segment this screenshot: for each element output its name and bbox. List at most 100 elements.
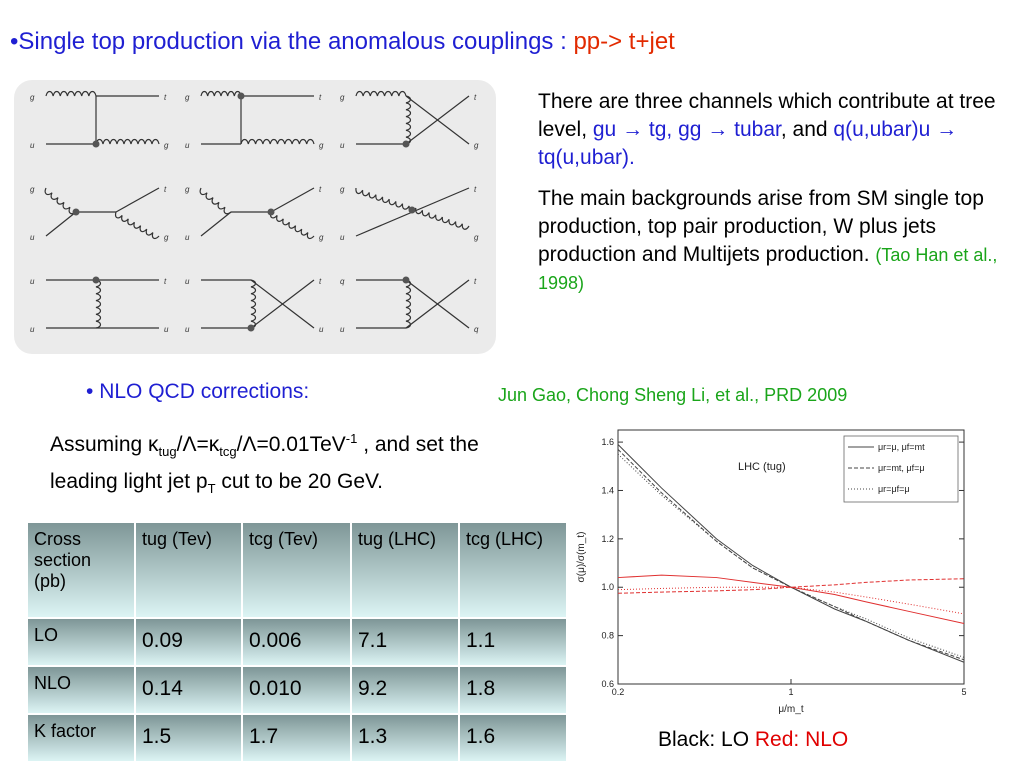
particle-label: g	[185, 93, 190, 102]
vertex-dot	[92, 276, 100, 284]
assumption-sub: tcg	[219, 444, 237, 460]
particle-label: t	[474, 277, 477, 286]
gluon-line	[115, 211, 160, 240]
header-cell: Cross section (pb)	[28, 523, 134, 617]
table-cell: 0.09	[136, 619, 241, 665]
arrow-icon: →	[936, 118, 958, 141]
vertex-dot	[237, 92, 245, 100]
fermion-line	[270, 187, 315, 213]
particle-label: u	[185, 141, 190, 150]
table-cell: 1.6	[460, 715, 566, 761]
vertex-dot	[267, 208, 275, 216]
legend-label: μr=μf=μ	[878, 484, 910, 494]
nlo-label: NLO QCD corrections:	[99, 380, 310, 403]
channels-text: There are three channels which contribut…	[538, 90, 996, 141]
tg-gg-process: tg, gg	[643, 118, 708, 141]
row-label: K factor	[28, 715, 134, 761]
arrow-icon: →	[622, 118, 644, 141]
fermion-line	[45, 211, 77, 237]
row-label: LO	[28, 619, 134, 665]
particle-label: t	[164, 277, 167, 286]
particle-label: t	[474, 185, 477, 194]
particle-label: g	[30, 93, 35, 102]
table-cell: 0.14	[136, 667, 241, 713]
x-tick-label: 5	[961, 687, 966, 697]
series-line-nlo-dashed	[617, 578, 965, 594]
gluon-line	[44, 187, 77, 215]
table-cell: 1.3	[352, 715, 458, 761]
backgrounds-paragraph: The main backgrounds arise from SM singl…	[538, 185, 1008, 297]
nlo-heading: • NLO QCD corrections:	[86, 380, 309, 404]
vertex-dot	[247, 324, 255, 332]
nlo-reference: Jun Gao, Chong Sheng Li, et al., PRD 200…	[498, 385, 848, 405]
caption-black: Black: LO	[658, 728, 755, 751]
y-tick-label: 0.8	[601, 631, 614, 641]
row-label: NLO	[28, 667, 134, 713]
table-row: K factor 1.5 1.7 1.3 1.6	[28, 715, 566, 761]
particle-label: g	[340, 185, 345, 194]
particle-label: u	[164, 325, 169, 334]
feynman-diagram: g t u g	[185, 185, 324, 242]
fermion-line	[115, 187, 160, 213]
header-cell: tcg (LHC)	[460, 523, 566, 617]
gu-process: gu	[592, 118, 617, 141]
particle-label: g	[319, 233, 324, 242]
table-cell: 0.006	[243, 619, 350, 665]
series-line-nlo-solid	[617, 574, 965, 625]
y-tick-label: 1.2	[601, 534, 614, 544]
feynman-diagram: q t u q	[340, 276, 479, 334]
and-text: , and	[780, 118, 834, 141]
arrow-icon: →	[707, 118, 729, 141]
caption-red: Red: NLO	[754, 728, 849, 751]
particle-label: g	[164, 141, 169, 150]
feynman-diagram: g t u g	[340, 185, 479, 242]
feynman-diagram: g t u g	[30, 185, 169, 242]
vertex-dot	[408, 206, 416, 214]
y-axis-label: σ(μ)/σ(m_t)	[576, 532, 587, 583]
assumption-part: , and set the leading light jet p	[50, 433, 479, 494]
particle-label: t	[319, 277, 322, 286]
particle-label: g	[474, 233, 479, 242]
particle-label: u	[340, 141, 345, 150]
particle-label: g	[340, 93, 345, 102]
chart-annotation: LHC (tug)	[738, 461, 786, 473]
gluon-line	[405, 279, 412, 329]
feynman-diagram: u t u u	[30, 276, 169, 334]
han-citation: (Tao Han et al., 1998)	[538, 245, 998, 293]
chart-svg: 0.6 0.8 1.0 1.2 1.4 1.6 0.2 1 5 μ/m_t σ(μ)/σ(m_t) L…	[576, 429, 967, 715]
gluon-line	[95, 279, 102, 329]
table-cell: 1.1	[460, 619, 566, 665]
title-bullet: •	[10, 28, 19, 55]
channels-paragraph: There are three channels which contribut…	[538, 88, 1008, 172]
gluon-line	[199, 187, 232, 215]
y-tick-label: 1.0	[601, 582, 614, 592]
particle-label: t	[319, 185, 322, 194]
particle-label: u	[185, 277, 190, 286]
particle-label: q	[474, 325, 479, 334]
particle-label: u	[340, 233, 345, 242]
particle-label: u	[185, 325, 190, 334]
title-main: Single top production via the anomalous …	[18, 28, 574, 55]
backgrounds-text: The main backgrounds arise from SM singl…	[538, 187, 984, 266]
fermion-line	[405, 95, 470, 145]
slide-title: •Single top production via the anomalous…	[10, 28, 675, 56]
header-cell: tug (LHC)	[352, 523, 458, 617]
assumption-part: /Λ=0.01TeV	[236, 433, 346, 456]
q-process: q(u,ubar)u	[833, 118, 931, 141]
y-tick-label: 1.4	[601, 485, 614, 495]
particle-label: u	[319, 325, 324, 334]
channels-description: There are three channels which contribut…	[538, 88, 1008, 310]
tubar-process: tubar	[734, 118, 781, 141]
vertex-dot	[402, 140, 410, 148]
scale-dependence-chart: 0.6 0.8 1.0 1.2 1.4 1.6 0.2 1 5 μ/m_t σ(μ)/σ(m_t) L…	[566, 422, 976, 729]
y-tick-label: 0.6	[601, 679, 614, 689]
legend-label: μr=mt, μf=μ	[878, 463, 925, 473]
y-tick-label: 1.6	[601, 437, 614, 447]
gluon-line	[240, 138, 315, 145]
feynman-diagram-panel: g t u g g t u g g t u g g t u g g t u g g t u g u t u u u t u u q t u q	[14, 80, 496, 354]
particle-label: t	[474, 93, 477, 102]
particle-label: u	[30, 277, 35, 286]
particle-label: u	[30, 233, 35, 242]
assumption-sub: tug	[158, 444, 177, 460]
particle-label: u	[30, 325, 35, 334]
